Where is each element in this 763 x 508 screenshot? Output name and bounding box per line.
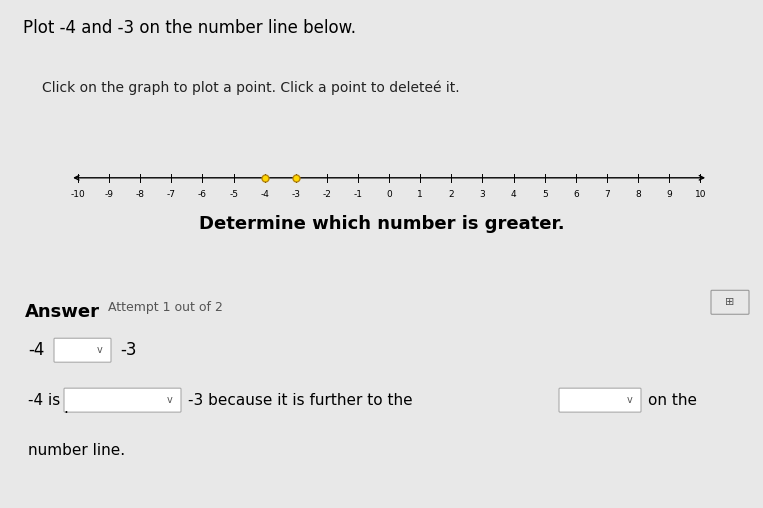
Text: -4: -4 (260, 190, 269, 199)
Text: -7: -7 (167, 190, 175, 199)
Text: v: v (97, 345, 103, 355)
Text: -4 is: -4 is (28, 393, 60, 407)
Text: -4: -4 (28, 341, 44, 359)
Text: 5: 5 (542, 190, 548, 199)
Text: 1: 1 (417, 190, 423, 199)
Text: v: v (627, 395, 633, 405)
Text: -9: -9 (105, 190, 114, 199)
Text: 8: 8 (635, 190, 641, 199)
Text: 3: 3 (480, 190, 485, 199)
Text: ⊞: ⊞ (726, 297, 735, 307)
Text: Answer: Answer (25, 303, 100, 321)
Text: -2: -2 (323, 190, 331, 199)
Text: 10: 10 (694, 190, 706, 199)
Text: 7: 7 (604, 190, 610, 199)
Text: .: . (63, 401, 68, 416)
Text: -5: -5 (229, 190, 238, 199)
Text: -10: -10 (71, 190, 85, 199)
Text: -6: -6 (198, 190, 207, 199)
FancyBboxPatch shape (711, 290, 749, 314)
FancyBboxPatch shape (559, 388, 641, 412)
Text: Click on the graph to plot a point. Click a point to deleteé it.: Click on the graph to plot a point. Clic… (42, 81, 459, 96)
FancyBboxPatch shape (64, 388, 181, 412)
Text: Attempt 1 out of 2: Attempt 1 out of 2 (108, 301, 223, 314)
FancyBboxPatch shape (54, 338, 111, 362)
Text: -3: -3 (120, 341, 137, 359)
Text: 9: 9 (666, 190, 672, 199)
Text: -3 because it is further to the: -3 because it is further to the (188, 393, 413, 407)
Text: 6: 6 (573, 190, 578, 199)
Text: -1: -1 (353, 190, 362, 199)
Text: -8: -8 (136, 190, 145, 199)
Text: -3: -3 (291, 190, 301, 199)
Text: 4: 4 (510, 190, 517, 199)
Text: Determine which number is greater.: Determine which number is greater. (198, 215, 565, 233)
Text: v: v (167, 395, 173, 405)
Text: number line.: number line. (28, 442, 125, 458)
Text: on the: on the (648, 393, 697, 407)
Text: 2: 2 (449, 190, 454, 199)
Text: Plot -4 and -3 on the number line below.: Plot -4 and -3 on the number line below. (23, 19, 356, 37)
Text: 0: 0 (386, 190, 392, 199)
